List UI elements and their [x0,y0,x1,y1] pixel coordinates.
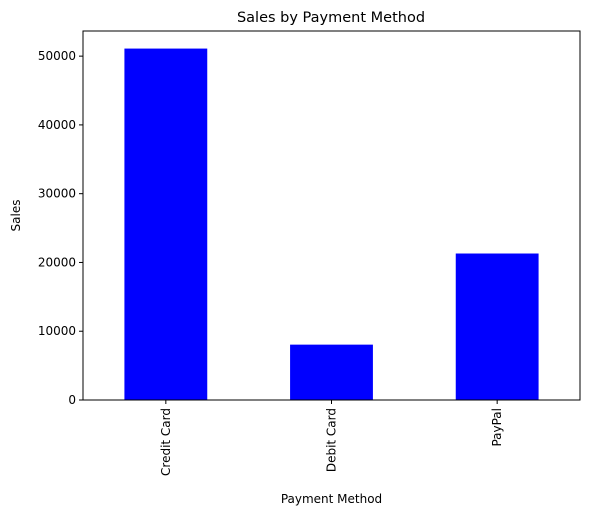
bar-debit-card [290,344,373,400]
bar-credit-card [124,48,208,400]
bar-paypal [455,253,539,400]
x-tick-label: Credit Card [159,408,173,476]
y-tick-label: 40000 [38,118,76,132]
bars-group [124,48,539,400]
x-tick-label: Debit Card [325,408,339,472]
x-tick-label: PayPal [490,408,504,447]
x-axis-label: Payment Method [281,492,382,506]
x-axis: Credit Card Debit Card PayPal [159,400,504,476]
y-tick-label: 50000 [38,49,76,63]
plot-frame [82,30,581,401]
chart-title: Sales by Payment Method [237,10,425,26]
y-axis-label: Sales [9,200,23,232]
y-axis: 0 10000 20000 30000 40000 50000 [38,49,83,407]
y-tick-label: 30000 [38,187,76,201]
y-tick-label: 0 [68,393,76,407]
y-tick-label: 10000 [38,324,76,338]
y-tick-label: 20000 [38,255,76,269]
